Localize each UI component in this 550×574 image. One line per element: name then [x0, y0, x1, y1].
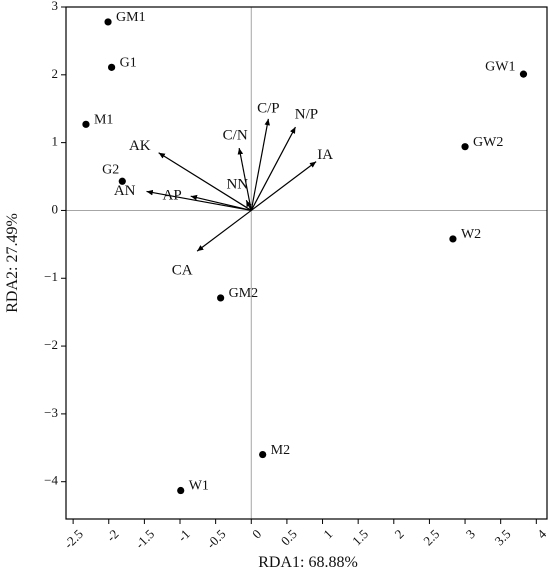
vector-arrow-ca	[196, 209, 252, 252]
x-tick-label: -1.5	[132, 526, 157, 551]
sample-label: GW2	[473, 135, 503, 150]
y-tick-label: 3	[52, 0, 59, 13]
sample-point-gm2	[217, 294, 225, 302]
sample-label: GM1	[116, 10, 146, 25]
x-axis: -2.5 -2 -1.5 -1 -0.5 0 0.5 1 1.5 2 2.5 3 3.5 4	[61, 519, 550, 551]
sample-label: G1	[120, 56, 137, 71]
x-tick-label: 0.5	[278, 526, 300, 548]
x-tick-label: 2.5	[420, 526, 442, 548]
x-tick-label: 3	[463, 526, 478, 541]
vector-label: AP	[163, 188, 182, 204]
y-tick-label: −1	[44, 269, 58, 284]
x-tick-label: 3.5	[491, 526, 513, 548]
vector-arrow-an	[146, 189, 252, 212]
vector-label: CA	[172, 263, 193, 279]
vector-label: AN	[114, 183, 136, 199]
x-tick-label: 1	[320, 526, 335, 541]
vector-label: C/N	[223, 127, 248, 143]
vector-label: AK	[129, 138, 151, 154]
vector-arrow-ap	[190, 194, 252, 212]
y-tick-label: −4	[44, 473, 58, 488]
y-axis-title: RDA2: 27.49%	[4, 213, 21, 313]
y-axis: −4 −3 −2 −1 0 1 2 3	[44, 0, 66, 488]
vector-label: NN	[226, 177, 248, 193]
sample-label: W2	[461, 227, 481, 242]
vector-arrow-c-n	[237, 147, 252, 211]
vector-arrow-ia	[250, 161, 317, 211]
vector-arrow-n-p	[250, 126, 296, 211]
x-tick-label: -1	[175, 526, 193, 544]
vector-label: C/P	[257, 100, 280, 116]
vector-arrow-c-p	[250, 118, 270, 211]
sample-point-gw2	[461, 143, 469, 151]
environmental-vectors: C/P N/P IA C/N AK AN AP NN CA	[114, 100, 333, 278]
y-tick-label: 0	[52, 201, 59, 216]
sample-point-m2	[259, 450, 267, 459]
sample-label: G2	[102, 163, 119, 178]
sample-points: GM1 G1 M1 G2 GW1 GW2 W2 GM2 M2 W1	[82, 10, 528, 495]
sample-label: GM2	[229, 286, 259, 301]
x-tick-label: 1.5	[349, 526, 371, 548]
sample-label: M2	[271, 443, 290, 458]
sample-point-gw1	[519, 70, 528, 78]
x-tick-label: -2	[103, 526, 121, 544]
sample-point-g1	[108, 63, 116, 71]
plot-frame	[65, 6, 548, 520]
sample-point-gm1	[104, 18, 112, 26]
sample-point-w2	[449, 235, 457, 243]
x-axis-title: RDA1: 68.88%	[258, 554, 358, 571]
x-tick-label: 4	[534, 526, 550, 542]
sample-point-w1	[177, 486, 185, 495]
vector-label: IA	[317, 147, 333, 163]
zero-reference-lines	[66, 7, 547, 519]
x-tick-label: 2	[391, 526, 406, 541]
y-tick-label: −3	[44, 405, 58, 420]
x-tick-label: 0	[249, 526, 264, 541]
vector-arrow-ak	[158, 152, 252, 211]
sample-point-g2	[118, 177, 126, 185]
sample-label: GW1	[485, 59, 515, 74]
y-tick-label: −2	[44, 337, 58, 352]
vector-arrow-nn	[245, 200, 252, 211]
vector-label: N/P	[295, 106, 318, 122]
y-tick-label: 1	[52, 134, 59, 149]
x-tick-label: -2.5	[61, 526, 86, 551]
sample-label: M1	[94, 113, 113, 128]
sample-label: W1	[189, 479, 209, 494]
y-tick-label: 2	[52, 66, 59, 81]
x-tick-label: -0.5	[203, 526, 228, 551]
plot-background	[66, 7, 547, 519]
sample-point-m1	[82, 120, 90, 128]
